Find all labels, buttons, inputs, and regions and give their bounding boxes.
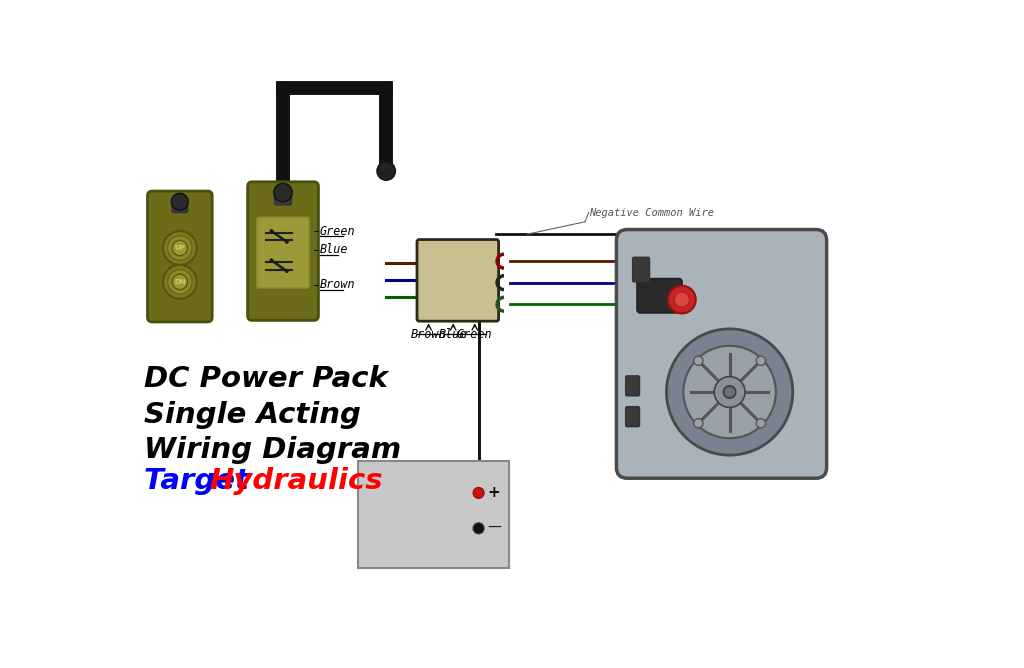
Circle shape xyxy=(377,162,395,180)
Text: Green: Green xyxy=(319,224,355,238)
FancyBboxPatch shape xyxy=(637,279,682,313)
Text: Wiring Diagram: Wiring Diagram xyxy=(144,436,401,464)
Text: Brown: Brown xyxy=(411,328,446,341)
Circle shape xyxy=(674,292,689,307)
Circle shape xyxy=(172,274,187,290)
Circle shape xyxy=(285,240,289,244)
Text: Single Acting: Single Acting xyxy=(144,401,361,429)
Circle shape xyxy=(668,286,695,313)
Text: Blue: Blue xyxy=(439,328,467,341)
Text: Brown: Brown xyxy=(319,279,355,291)
FancyBboxPatch shape xyxy=(248,182,318,321)
Circle shape xyxy=(168,270,193,294)
Circle shape xyxy=(714,377,745,407)
Text: Target: Target xyxy=(144,466,259,494)
FancyBboxPatch shape xyxy=(616,230,826,478)
Circle shape xyxy=(667,329,793,455)
Circle shape xyxy=(269,259,273,263)
Text: —: — xyxy=(487,521,502,535)
Circle shape xyxy=(163,265,197,299)
Circle shape xyxy=(168,236,193,261)
Text: Green: Green xyxy=(457,328,493,341)
Text: Hydraulics: Hydraulics xyxy=(210,466,384,494)
Circle shape xyxy=(757,356,766,365)
FancyBboxPatch shape xyxy=(417,240,499,321)
Text: Negative Common Wire: Negative Common Wire xyxy=(589,208,714,218)
Text: Blue: Blue xyxy=(319,243,348,256)
Text: UP: UP xyxy=(174,245,185,251)
FancyBboxPatch shape xyxy=(626,376,640,396)
Text: DN: DN xyxy=(174,279,185,285)
Bar xyxy=(358,460,509,568)
Text: DC Power Pack: DC Power Pack xyxy=(144,365,388,393)
FancyBboxPatch shape xyxy=(172,200,187,212)
Circle shape xyxy=(473,523,484,534)
Circle shape xyxy=(171,193,188,210)
FancyBboxPatch shape xyxy=(274,191,292,205)
Circle shape xyxy=(273,183,292,202)
Circle shape xyxy=(163,231,197,265)
Circle shape xyxy=(757,419,766,428)
Circle shape xyxy=(693,356,703,365)
Text: +: + xyxy=(487,486,501,500)
FancyBboxPatch shape xyxy=(626,407,640,427)
Circle shape xyxy=(473,488,484,498)
Circle shape xyxy=(724,386,736,398)
Circle shape xyxy=(285,269,289,273)
FancyBboxPatch shape xyxy=(257,217,309,288)
FancyBboxPatch shape xyxy=(147,191,212,322)
Circle shape xyxy=(693,419,703,428)
FancyBboxPatch shape xyxy=(633,257,649,282)
Circle shape xyxy=(683,346,776,438)
Circle shape xyxy=(269,229,273,233)
Circle shape xyxy=(172,240,187,256)
